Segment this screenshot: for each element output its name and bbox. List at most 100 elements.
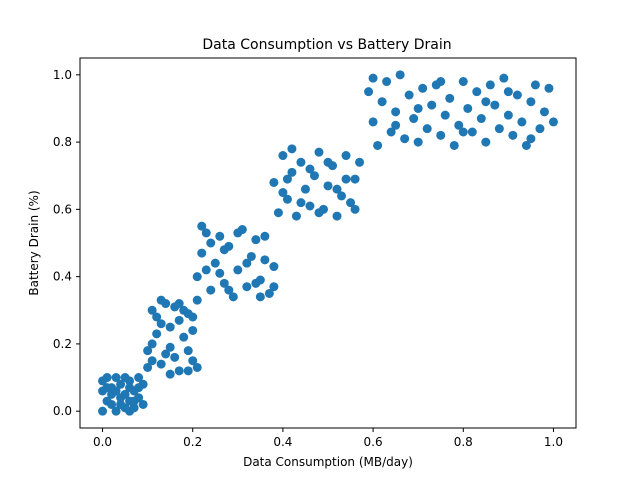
data-point <box>287 167 297 177</box>
data-point <box>508 130 518 140</box>
data-point <box>251 278 261 288</box>
data-point <box>192 295 202 305</box>
data-point <box>499 73 509 83</box>
data-point <box>264 288 274 298</box>
data-point <box>454 120 464 130</box>
data-point <box>183 346 193 356</box>
data-point <box>314 147 324 157</box>
data-point <box>269 177 279 187</box>
data-point <box>368 117 378 127</box>
y-axis-ticks: 0.0 0.2 0.4 0.6 0.8 1.0 <box>53 68 80 418</box>
data-point <box>125 406 135 416</box>
data-point <box>521 140 531 150</box>
data-point <box>436 130 446 140</box>
data-point <box>422 124 432 134</box>
data-point <box>255 292 265 302</box>
data-point <box>503 87 513 97</box>
data-point <box>233 265 243 275</box>
x-tick-label: 1.0 <box>544 435 563 449</box>
data-point <box>165 322 175 332</box>
data-point <box>233 228 243 238</box>
data-point <box>147 356 157 366</box>
data-point <box>296 157 306 167</box>
data-point <box>535 124 545 134</box>
data-point <box>260 255 270 265</box>
data-point <box>458 77 468 87</box>
data-point <box>134 383 144 393</box>
data-point <box>269 282 279 292</box>
y-tick-label: 0.8 <box>53 135 72 149</box>
data-point <box>463 103 473 113</box>
data-point <box>296 198 306 208</box>
x-axis-ticks: 0.0 0.2 0.4 0.6 0.8 1.0 <box>93 428 563 449</box>
data-point <box>278 151 288 161</box>
data-point <box>111 373 121 383</box>
data-point <box>269 262 279 272</box>
data-point <box>418 83 428 93</box>
data-point <box>147 305 157 315</box>
data-point <box>300 184 310 194</box>
data-point <box>179 305 189 315</box>
data-point <box>170 352 180 362</box>
data-point <box>449 140 459 150</box>
data-point <box>273 208 283 218</box>
data-point <box>413 137 423 147</box>
data-point <box>107 399 117 409</box>
data-point <box>143 346 153 356</box>
data-point <box>210 258 220 268</box>
data-point <box>102 383 112 393</box>
data-point <box>161 299 171 309</box>
data-point <box>476 114 486 124</box>
data-point <box>481 137 491 147</box>
y-tick-label: 0.6 <box>53 202 72 216</box>
data-point <box>332 184 342 194</box>
data-point <box>526 97 536 107</box>
data-point <box>355 157 365 167</box>
data-point <box>174 366 184 376</box>
data-point <box>219 245 229 255</box>
y-tick-label: 1.0 <box>53 68 72 82</box>
data-point <box>481 97 491 107</box>
data-point <box>544 83 554 93</box>
data-point <box>161 349 171 359</box>
data-point <box>494 124 504 134</box>
data-point <box>188 356 198 366</box>
data-point <box>143 362 153 372</box>
data-point <box>341 174 351 184</box>
plot-frame <box>79 57 577 429</box>
data-point <box>526 134 536 144</box>
data-point <box>179 332 189 342</box>
data-point <box>337 191 347 201</box>
data-point <box>260 231 270 241</box>
data-point <box>228 292 238 302</box>
data-point <box>201 265 211 275</box>
data-point <box>197 221 207 231</box>
data-point <box>368 73 378 83</box>
data-point <box>548 117 558 127</box>
data-point <box>197 248 207 258</box>
data-point <box>98 376 108 386</box>
data-point <box>192 272 202 282</box>
data-point <box>282 194 292 204</box>
data-point <box>278 188 288 198</box>
data-point <box>120 373 130 383</box>
data-point <box>305 201 315 211</box>
data-point <box>323 181 333 191</box>
x-tick-label: 0.0 <box>93 435 112 449</box>
data-point <box>206 238 216 248</box>
data-point <box>323 157 333 167</box>
data-point <box>201 228 211 238</box>
data-point <box>188 325 198 335</box>
data-point <box>192 362 202 372</box>
x-tick-label: 0.6 <box>364 435 383 449</box>
data-point <box>246 251 256 261</box>
data-point <box>98 406 108 416</box>
data-point <box>282 174 292 184</box>
data-point <box>242 258 252 268</box>
data-point <box>152 312 162 322</box>
data-point <box>364 87 374 97</box>
data-point <box>165 369 175 379</box>
data-point <box>116 379 126 389</box>
data-point <box>391 107 401 117</box>
